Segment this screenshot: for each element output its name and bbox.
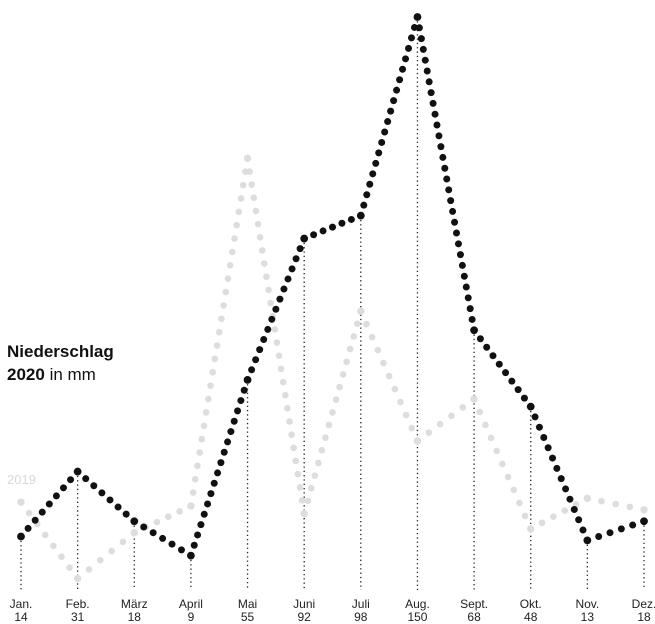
x-tick-label-2: Feb. <box>66 597 90 611</box>
series-2019-point-3 <box>130 529 138 537</box>
series-2019-point-12 <box>640 506 648 514</box>
series-2020-segment-5 <box>248 245 304 374</box>
x-tick-label-9: Sept. <box>460 597 488 611</box>
series-2020-segment-6 <box>310 215 355 239</box>
subtitle-unit: in mm <box>49 365 96 384</box>
chart-subtitle: 2020 in mm <box>7 363 114 386</box>
x-tick-label-12: Dez. <box>632 597 655 611</box>
series-2020-segment-3 <box>140 523 185 554</box>
x-tick-label-11: Nov. <box>575 597 599 611</box>
x-tick-label-10: Okt. <box>520 597 542 611</box>
series-2020-point-5 <box>243 376 252 384</box>
series-label-2019: 2019 <box>7 472 36 487</box>
series-2020-point-2 <box>73 467 82 476</box>
series-2019-point-10 <box>527 525 535 533</box>
data-label-11: 13 <box>581 610 595 624</box>
series-2019-point-8 <box>413 437 422 445</box>
series-2019-segment-3 <box>142 508 183 531</box>
series-2019-segment-9 <box>476 408 529 520</box>
x-tick-label-3: März <box>121 597 148 611</box>
series-2019-segment-8 <box>425 404 467 436</box>
series-2020-point-3 <box>130 517 139 526</box>
data-label-3: 18 <box>128 610 142 624</box>
x-tick-label-8: Aug. <box>405 597 430 611</box>
drop-lines <box>20 17 645 590</box>
series-2020-point-1 <box>17 532 25 541</box>
x-tick-label-4: April <box>179 597 203 611</box>
series-2019-point-1 <box>17 498 25 506</box>
data-label-1: 14 <box>14 610 28 624</box>
series-2020-segment-2 <box>82 475 130 518</box>
data-label-12: 18 <box>637 610 651 624</box>
series-2019-segment-1 <box>25 509 73 571</box>
series-2019-point-9 <box>470 395 478 403</box>
data-label-8: 150 <box>407 610 427 624</box>
series-2019-segment-2 <box>85 538 127 573</box>
series-2019-point-11 <box>583 494 592 503</box>
series-2019-segment-5 <box>246 168 306 504</box>
series-2019-segment-6 <box>304 320 361 505</box>
series-2020-point-6 <box>300 234 309 243</box>
series-2019-point-2 <box>73 574 82 583</box>
x-tick-label-5: Mai <box>238 597 257 611</box>
data-label-5: 55 <box>241 610 255 624</box>
data-label-9: 68 <box>467 610 481 624</box>
series-2020-segment-8 <box>415 24 476 323</box>
data-label-4: 9 <box>188 610 195 624</box>
series-2020-point-4 <box>187 551 195 560</box>
series-2020-point-10 <box>526 402 535 411</box>
x-axis-labels: Jan.14Feb.31März18April9Mai55Juni92Juli9… <box>10 597 655 624</box>
series-2019-point-6 <box>300 509 308 518</box>
series-2020-segment-4 <box>190 386 248 549</box>
series-2019-segment-11 <box>598 497 634 511</box>
series-2020-point-12 <box>640 517 648 526</box>
chart-title: Niederschlag <box>7 342 114 361</box>
series-2019-segment-10 <box>538 501 580 527</box>
series-2019 <box>17 154 648 583</box>
series-2020-segment-11 <box>595 521 637 541</box>
series-2020-point-9 <box>470 326 478 335</box>
series-2020-segment-9 <box>476 335 528 402</box>
x-tick-label-1: Jan. <box>10 597 33 611</box>
series-2019-point-5 <box>243 154 252 163</box>
subtitle-year: 2020 <box>7 365 45 384</box>
series-2019-segment-4 <box>189 168 249 496</box>
series-2020 <box>17 13 648 560</box>
series-2020-point-11 <box>583 536 592 545</box>
series-2020-point-8 <box>413 13 422 21</box>
chart-title-block: Niederschlag 2020 in mm <box>7 340 114 386</box>
x-tick-label-7: Juli <box>352 597 370 611</box>
series-2019-point-7 <box>357 307 365 315</box>
data-label-6: 92 <box>298 610 312 624</box>
series-2020-segment-1 <box>24 476 75 532</box>
series-2019-point-4 <box>187 502 195 510</box>
series-2019-segment-7 <box>363 320 416 432</box>
series-2020-segment-7 <box>360 23 418 209</box>
series-2020-point-7 <box>356 211 365 220</box>
data-label-2: 31 <box>71 610 85 624</box>
x-tick-label-6: Juni <box>293 597 315 611</box>
data-label-7: 98 <box>354 610 368 624</box>
data-label-10: 48 <box>524 610 538 624</box>
series-2020-segment-10 <box>531 413 587 534</box>
